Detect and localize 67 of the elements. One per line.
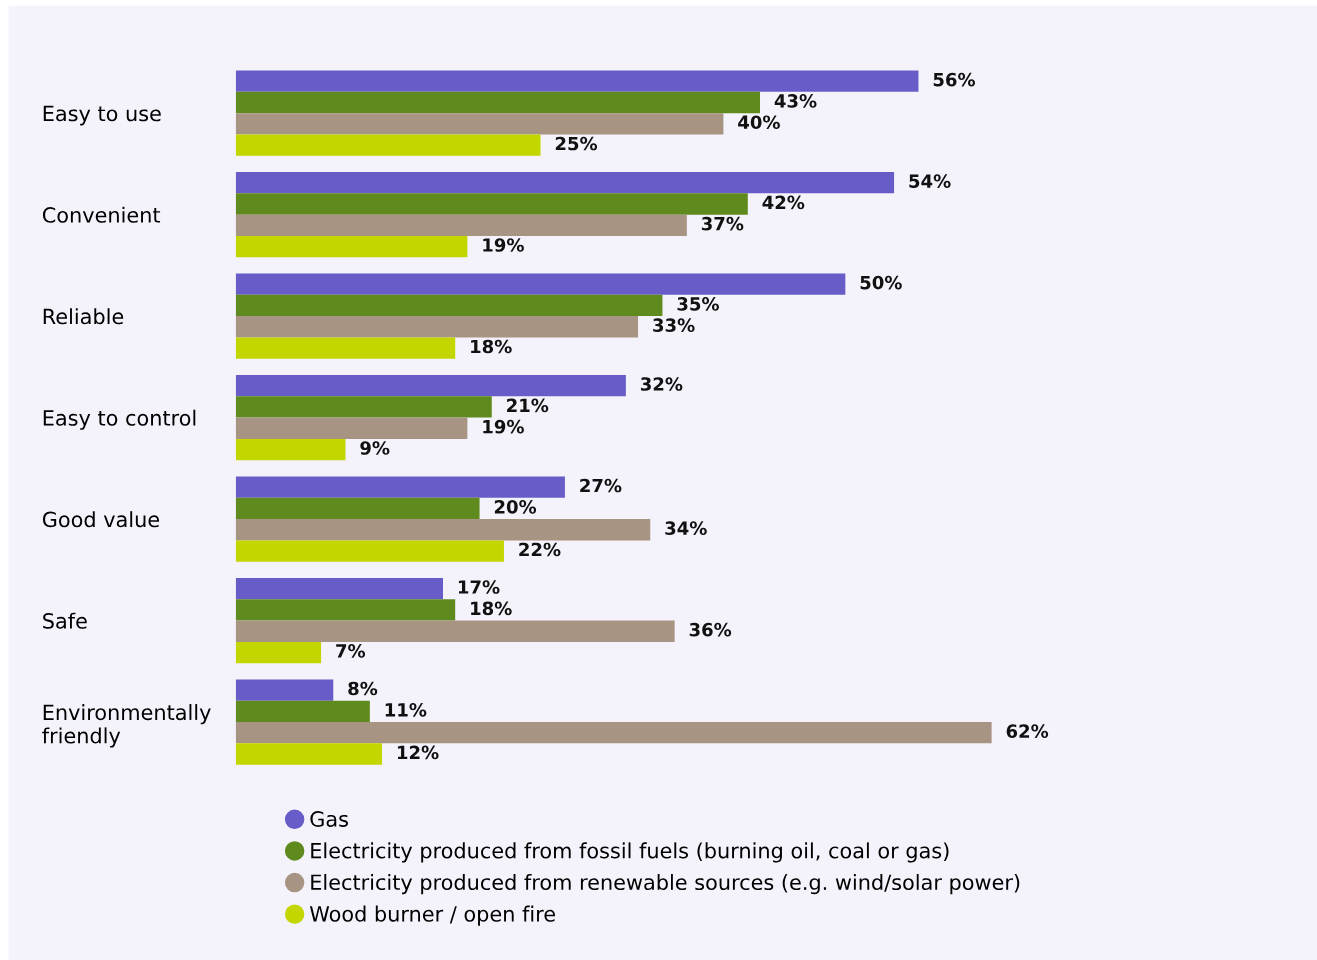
data-label: 18% — [471, 601, 512, 616]
data-label: 50% — [860, 275, 902, 290]
legend-label: Wood burner / open fire — [309, 905, 555, 926]
y-tick-label: Good value — [42, 511, 160, 528]
data-label: 35% — [677, 297, 719, 311]
data-label: 19% — [483, 419, 524, 434]
bar — [235, 214, 687, 236]
data-label: 56% — [933, 72, 976, 87]
data-label: 27% — [580, 478, 622, 493]
data-label: 18% — [471, 339, 512, 354]
bar — [235, 679, 334, 701]
bar — [235, 316, 639, 338]
data-label: 43% — [774, 94, 817, 108]
data-label: 36% — [689, 622, 732, 637]
data-label: 37% — [701, 216, 744, 231]
bar — [235, 113, 724, 135]
data-label: 17% — [458, 580, 500, 594]
data-label: 40% — [738, 115, 780, 130]
bar — [235, 70, 919, 92]
bar — [235, 577, 443, 600]
bar — [235, 172, 895, 194]
bar — [235, 540, 504, 562]
bar — [235, 700, 370, 723]
bar — [235, 134, 541, 156]
data-label: 25% — [555, 136, 598, 151]
bar — [235, 273, 846, 295]
bar — [235, 438, 346, 461]
data-label: 21% — [507, 398, 549, 413]
legend-label: Gas — [310, 811, 348, 827]
legend-label: Electricity produced from renewable sources (e.g. wind/solar power) — [311, 873, 1020, 895]
bar — [235, 337, 456, 359]
data-label: 12% — [397, 745, 439, 760]
bar — [235, 235, 468, 258]
data-label: 11% — [385, 702, 427, 717]
data-label: 34% — [665, 521, 707, 535]
data-label: 19% — [483, 238, 524, 252]
bar — [235, 294, 663, 317]
legend-label: Electricity produced from fossil fuels (burning oil, coal or gas) — [311, 842, 949, 863]
bar — [235, 722, 992, 744]
y-tick-label: Safe — [43, 612, 87, 629]
bar — [235, 519, 651, 541]
bar — [235, 193, 748, 215]
bar — [235, 396, 492, 418]
bar — [235, 476, 565, 498]
data-label: 32% — [640, 377, 683, 391]
y-tick-label: Convenient — [42, 206, 161, 223]
data-label: 54% — [909, 174, 951, 188]
bar — [235, 417, 468, 439]
bar — [235, 497, 480, 520]
data-label: 20% — [494, 500, 537, 514]
data-label: 42% — [762, 195, 805, 210]
data-label: 9% — [360, 441, 390, 455]
y-tick-label: Environmentally friendly — [42, 704, 211, 748]
bar — [235, 91, 760, 114]
y-tick-label: Easy to control — [43, 409, 196, 430]
y-tick-label: Reliable — [43, 308, 124, 325]
data-label: 33% — [653, 318, 695, 333]
y-tick-label: Easy to use — [43, 105, 161, 126]
bar — [235, 599, 456, 621]
bar — [235, 620, 675, 642]
data-label: 8% — [348, 681, 378, 696]
data-label: 22% — [519, 542, 561, 557]
data-label: 7% — [336, 644, 366, 658]
data-label: 62% — [1006, 724, 1049, 738]
bar — [235, 374, 626, 397]
bar — [235, 743, 383, 765]
bar — [235, 641, 322, 664]
